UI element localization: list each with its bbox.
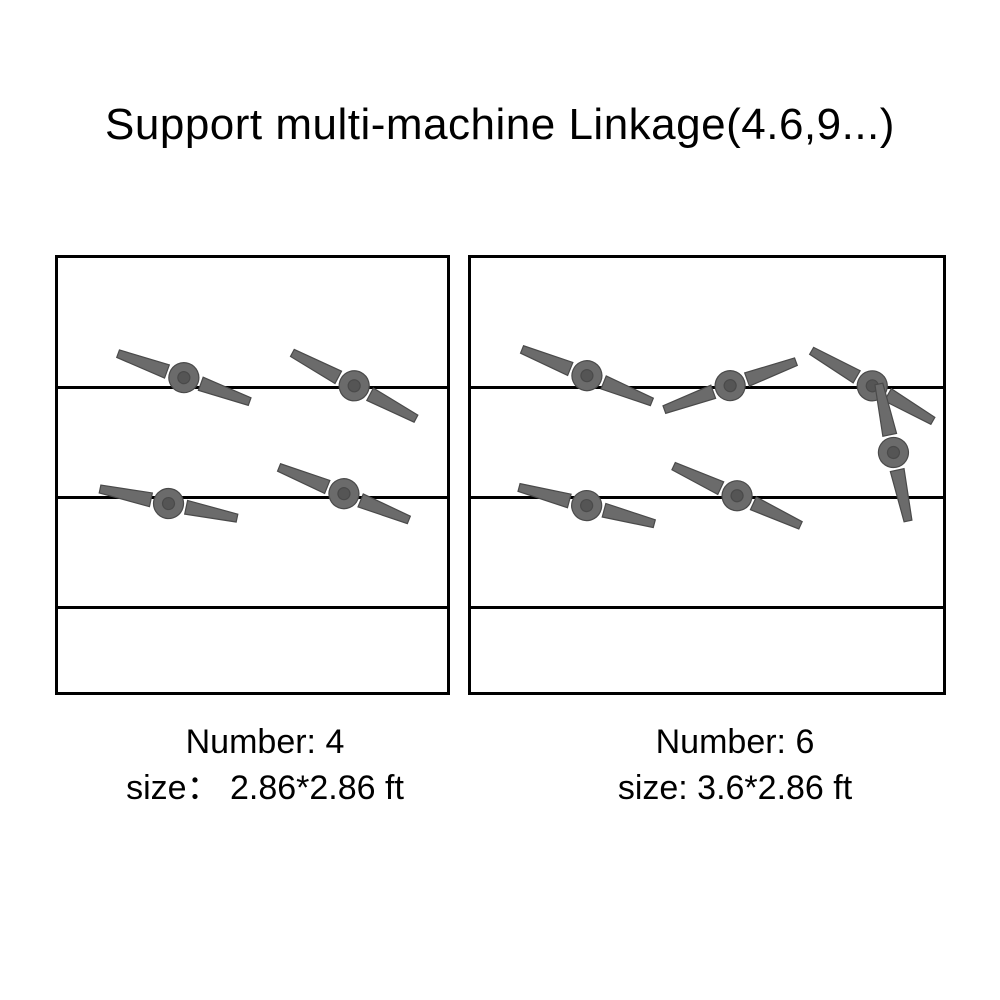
- grid-box-6: [468, 255, 946, 695]
- grid-line: [471, 606, 943, 609]
- number-label: Number: 4: [30, 720, 500, 766]
- panel-6: [468, 255, 946, 695]
- panel-4: [55, 255, 450, 695]
- number-label: Number: 6: [500, 720, 970, 766]
- size-label: size： 2.86*2.86 ft: [30, 766, 500, 812]
- grid-box-4: [55, 255, 450, 695]
- caption-4: Number: 4 size： 2.86*2.86 ft: [30, 720, 500, 812]
- panels-row: [55, 255, 945, 695]
- fan-icon: [79, 415, 258, 598]
- fan-icon: [800, 364, 983, 543]
- captions-row: Number: 4 size： 2.86*2.86 ft Number: 6 s…: [0, 720, 1000, 812]
- size-label: size: 3.6*2.86 ft: [500, 766, 970, 812]
- grid-line: [58, 606, 447, 609]
- page-title: Support multi-machine Linkage(4.6,9...): [0, 100, 1000, 150]
- caption-6: Number: 6 size: 3.6*2.86 ft: [500, 720, 970, 812]
